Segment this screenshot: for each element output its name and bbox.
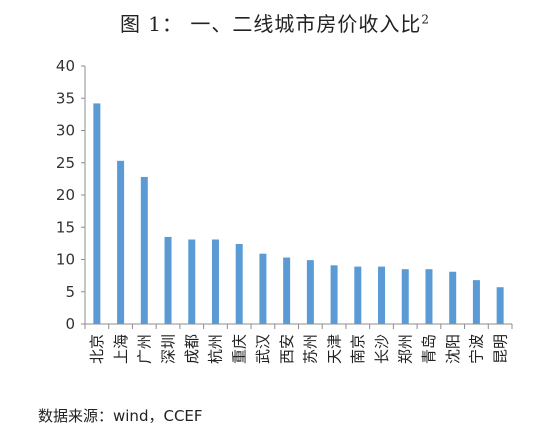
bar [140, 176, 148, 324]
x-category-label: 郑州 [397, 334, 415, 364]
bar [164, 236, 172, 324]
x-category-label: 西安 [278, 334, 296, 364]
y-tick-label: 25 [56, 154, 75, 172]
x-category-label: 上海 [112, 334, 130, 364]
bar [117, 160, 125, 324]
bar [235, 244, 243, 324]
x-category-label: 成都 [183, 334, 201, 364]
x-category-label: 长沙 [373, 334, 391, 364]
chart-axes [81, 65, 513, 329]
bar [401, 269, 409, 324]
chart-title-text: 图 1： 一、二线城市房价收入比 [119, 12, 422, 36]
bar [211, 239, 219, 324]
x-category-label: 宁波 [468, 334, 486, 364]
y-tick-label: 30 [56, 122, 75, 140]
x-category-label: 北京 [88, 334, 106, 364]
bar [306, 260, 314, 324]
y-tick-label: 20 [56, 186, 75, 204]
data-source-note: 数据来源：wind，CCEF [38, 407, 203, 425]
y-tick-label: 5 [65, 283, 75, 301]
bar [93, 103, 101, 324]
bar [472, 280, 480, 324]
chart-title: 图 1： 一、二线城市房价收入比2 [0, 8, 550, 37]
x-category-label: 天津 [325, 334, 343, 364]
x-category-label: 苏州 [302, 334, 320, 364]
x-category-label: 武汉 [254, 334, 272, 364]
chart-bars [93, 103, 504, 324]
chart-title-footnote-mark: 2 [421, 12, 431, 27]
bar [378, 266, 386, 324]
bar [259, 253, 267, 324]
y-tick-label: 35 [56, 89, 75, 107]
x-category-label: 深圳 [159, 334, 177, 364]
bar [330, 265, 338, 324]
x-category-label: 杭州 [207, 334, 225, 364]
bar [425, 269, 433, 324]
bar [354, 266, 362, 324]
x-category-label: 南京 [349, 334, 367, 364]
x-category-label: 青岛 [420, 334, 438, 364]
y-tick-label: 0 [65, 315, 75, 333]
bar [188, 239, 196, 324]
y-tick-label: 40 [56, 57, 75, 75]
bar [496, 287, 504, 324]
x-category-label: 重庆 [230, 334, 248, 364]
x-axis-category-labels: 北京 上海 广州 深圳 成都 杭州 重庆 武汉 西安 苏州 天津 南京 长沙 郑州 青岛 沈阳 宁波 昆明 [88, 334, 509, 364]
y-axis-tick-labels: 0 5 10 15 20 25 30 35 40 [56, 57, 75, 333]
x-category-label: 广州 [136, 334, 154, 364]
bar [283, 257, 291, 324]
x-category-label: 昆明 [491, 334, 509, 364]
x-category-label: 沈阳 [444, 334, 462, 364]
bar [449, 271, 457, 324]
y-tick-label: 10 [56, 251, 75, 269]
y-tick-label: 15 [56, 218, 75, 236]
